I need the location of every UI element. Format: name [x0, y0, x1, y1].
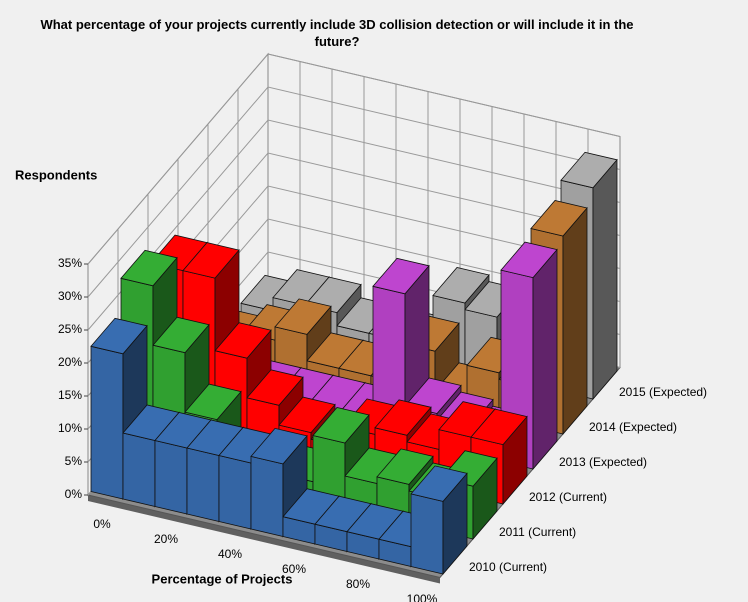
- y-tick-label: 0%: [65, 487, 83, 501]
- x-tick-label: 20%: [154, 532, 178, 546]
- bar-top: [246, 369, 304, 406]
- y-tick-label: 30%: [58, 289, 82, 303]
- floor-edge: [88, 495, 440, 584]
- legend-label: 2015 (Expected): [619, 385, 707, 399]
- bar-top: [312, 407, 370, 444]
- bar-top: [372, 257, 430, 295]
- bar-front: [154, 439, 188, 515]
- y-tick-label: 5%: [65, 454, 83, 468]
- bar-top: [560, 151, 618, 189]
- bar-top: [432, 267, 490, 304]
- x-tick-label: 80%: [346, 577, 370, 591]
- legend-label: 2013 (Expected): [559, 455, 647, 469]
- bar-front: [250, 455, 284, 538]
- legend-label: 2012 (Current): [529, 490, 607, 504]
- x-axis-label: Percentage of Projects: [152, 571, 293, 586]
- bar-front: [186, 447, 220, 523]
- bar-top: [120, 249, 178, 287]
- x-tick-label: 0%: [93, 517, 111, 531]
- legend-label: 2014 (Expected): [589, 420, 677, 434]
- bar-top: [374, 399, 432, 436]
- y-tick-label: 15%: [58, 388, 82, 402]
- bar-top: [530, 200, 588, 237]
- bar-top: [410, 465, 468, 502]
- bar-top: [500, 241, 558, 279]
- bar-top: [182, 242, 240, 279]
- legend-label: 2010 (Current): [469, 560, 547, 574]
- bar: [410, 465, 468, 576]
- legend-label: 2011 (Current): [499, 525, 576, 539]
- bar-front: [90, 345, 124, 500]
- bar-top: [470, 408, 528, 446]
- y-tick-label: 10%: [58, 421, 82, 435]
- y-tick-label: 35%: [58, 256, 82, 270]
- bar-top: [250, 427, 308, 465]
- bar-top: [278, 396, 336, 434]
- bar-top: [214, 322, 272, 359]
- bar-top: [376, 448, 434, 485]
- x-tick-label: 60%: [282, 562, 306, 576]
- bar-side: [562, 206, 588, 436]
- bar-top: [152, 316, 210, 354]
- y-tick-label: 20%: [58, 355, 82, 369]
- grid-line: [87, 86, 621, 298]
- bar-side: [592, 158, 618, 401]
- x-tick-label: 40%: [218, 547, 242, 561]
- bar-top: [274, 298, 332, 335]
- bar-front: [122, 432, 156, 508]
- bar-front: [218, 454, 252, 530]
- y-axis-label: Respondents: [15, 167, 97, 182]
- bar-side: [532, 248, 558, 471]
- bar-front: [410, 493, 444, 575]
- chart-title: What percentage of your projects current…: [40, 17, 633, 49]
- x-tick-label: 100%: [407, 592, 438, 602]
- bar-top: [184, 383, 242, 421]
- y-tick-label: 25%: [58, 322, 82, 336]
- bar-top: [90, 317, 148, 355]
- grid-line: [87, 53, 621, 265]
